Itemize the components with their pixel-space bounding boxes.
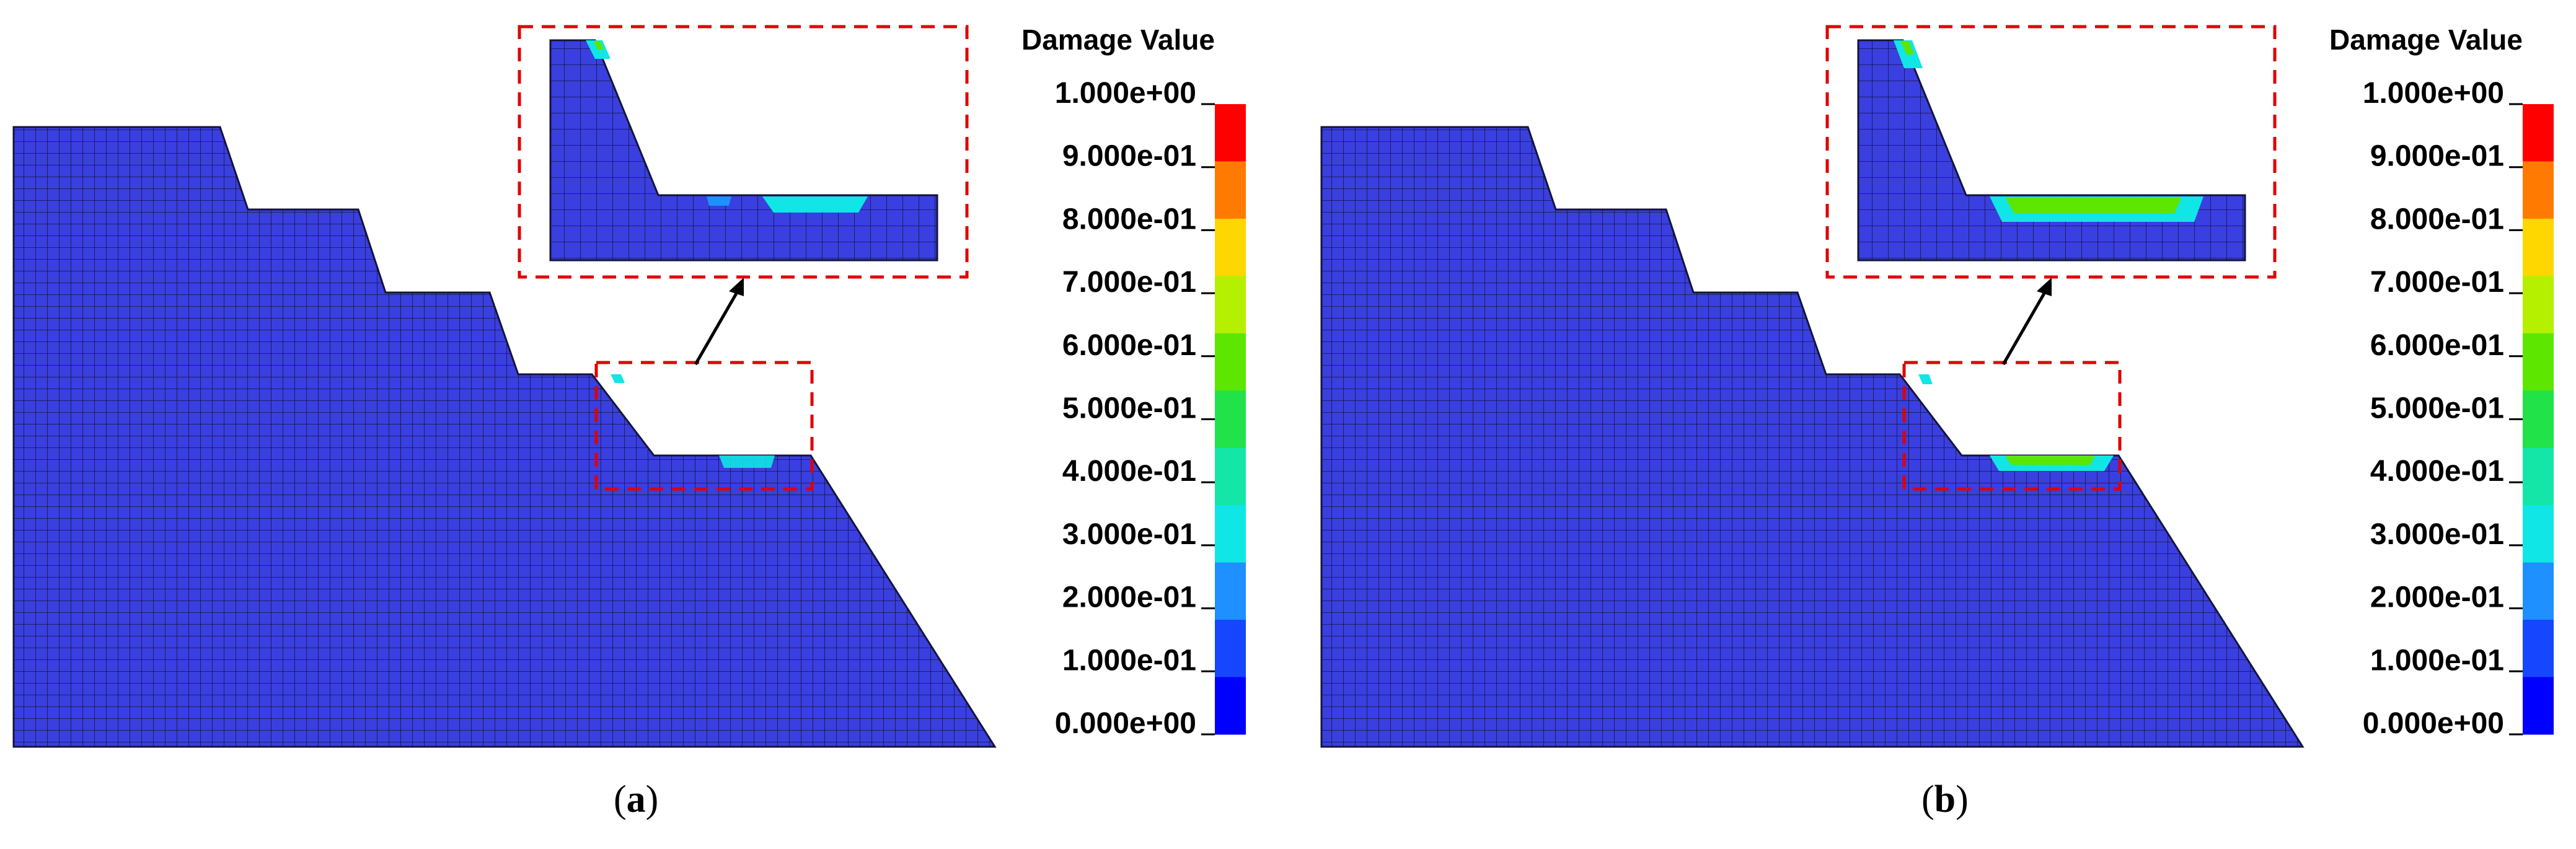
- legend-title: Damage Value: [1021, 24, 1215, 56]
- legend-colorbar: [1215, 104, 1246, 735]
- legend-label: 8.000e-01: [2370, 203, 2504, 235]
- legend-label: 9.000e-01: [1062, 140, 1196, 173]
- panel-b-figure: Damage Value 1.000e+00 9.000e-01 8.000e-01…: [1320, 24, 2554, 748]
- zoom-damage-berm-core: [2005, 197, 2182, 214]
- legend-color-swatch: [2523, 505, 2554, 563]
- legend-color-swatch: [2523, 677, 2554, 735]
- callout-zoom-box: [1825, 25, 2277, 279]
- legend-color-swatch: [1215, 390, 1246, 449]
- legend-colorbar: [2523, 104, 2554, 735]
- slope-mesh: [12, 126, 997, 748]
- panel-b: Damage Value 1.000e+00 9.000e-01 8.000e-01…: [1308, 0, 2576, 849]
- zoom-damage-berm: [762, 196, 868, 213]
- legend-labels: 1.000e+00 9.000e-01 8.000e-01 7.000e-01 6.00…: [2363, 77, 2523, 740]
- legend-color-swatch: [1215, 333, 1246, 391]
- legend-color-swatch: [2523, 562, 2554, 620]
- callout-arrow: [2001, 290, 2047, 366]
- legend-label: 7.000e-01: [1062, 266, 1196, 299]
- callout-arrow: [694, 290, 739, 366]
- legend-label: 3.000e-01: [2370, 518, 2504, 551]
- legend-label: 4.000e-01: [1062, 455, 1196, 488]
- panel-a-figure: Damage Value 1.000e+00 9.000e-01 8.000e-01…: [12, 24, 1246, 748]
- legend-color-swatch: [1215, 104, 1246, 162]
- legend-color-swatch: [2523, 447, 2554, 506]
- legend-color-swatch: [1215, 677, 1246, 735]
- legend-label: 5.000e-01: [1062, 392, 1196, 425]
- legend-color-swatch: [1215, 276, 1246, 334]
- zoom-mesh: [549, 39, 938, 262]
- legend-label: 5.000e-01: [2370, 392, 2504, 425]
- legend-color-swatch: [2523, 620, 2554, 678]
- zoom-damage-crest-core: [594, 41, 604, 50]
- legend-label: 0.000e+00: [2363, 707, 2504, 740]
- callout-zoom-box: [518, 25, 969, 279]
- damage-spot-crest: [1918, 374, 1933, 384]
- legend-color-swatch: [2523, 390, 2554, 449]
- legend-label: 9.000e-01: [2370, 140, 2504, 173]
- damage-spot-berm-core: [2005, 456, 2095, 465]
- legend-color-swatch: [1215, 218, 1246, 276]
- legend-label: 0.000e+00: [1055, 707, 1196, 740]
- panel-a: Damage Value 1.000e+00 9.000e-01 8.000e-01…: [12, 24, 1246, 820]
- legend-label: 1.000e-01: [1062, 644, 1196, 677]
- legend-color-swatch: [1215, 161, 1246, 219]
- legend-color-swatch: [1215, 562, 1246, 620]
- legend-label: 3.000e-01: [1062, 518, 1196, 551]
- legend-label: 2.000e-01: [1062, 581, 1196, 614]
- legend-title: Damage Value: [2329, 24, 2523, 56]
- legend-color-swatch: [2523, 276, 2554, 334]
- legend-label: 7.000e-01: [2370, 266, 2504, 299]
- legend-color-swatch: [1215, 447, 1246, 506]
- legend-label: 8.000e-01: [1062, 203, 1196, 235]
- legend-label: 1.000e+00: [1055, 77, 1196, 110]
- damage-spot-crest: [611, 374, 625, 383]
- legend-label: 4.000e-01: [2370, 455, 2504, 488]
- legend-color-swatch: [2523, 218, 2554, 276]
- legend-label: 6.000e-01: [2370, 329, 2504, 362]
- caption-b: (b): [1921, 778, 1969, 820]
- caption-a: (a): [614, 778, 659, 820]
- legend-label: 1.000e-01: [2370, 644, 2504, 677]
- callout-arrowhead: [2037, 278, 2052, 296]
- legend-labels: 1.000e+00 9.000e-01 8.000e-01 7.000e-01 6.00…: [1055, 77, 1215, 740]
- callout-small-box: [594, 361, 814, 491]
- legend-color-swatch: [2523, 104, 2554, 162]
- legend-color-swatch: [1215, 505, 1246, 563]
- callout-small-box: [1902, 361, 2122, 491]
- legend-label: 6.000e-01: [1062, 329, 1196, 362]
- zoom-mesh: [1857, 39, 2246, 262]
- legend-color-swatch: [2523, 161, 2554, 219]
- zoom-damage-crest-core: [1900, 41, 1914, 55]
- legend-label: 2.000e-01: [2370, 581, 2504, 614]
- damage-spot-berm: [719, 455, 775, 468]
- legend-color-swatch: [2523, 333, 2554, 391]
- legend-label: 1.000e+00: [2363, 77, 2504, 110]
- slope-mesh: [1320, 126, 2305, 748]
- legend-color-swatch: [1215, 620, 1246, 678]
- callout-arrowhead: [729, 278, 744, 296]
- zoom-damage-berm-small: [707, 196, 731, 206]
